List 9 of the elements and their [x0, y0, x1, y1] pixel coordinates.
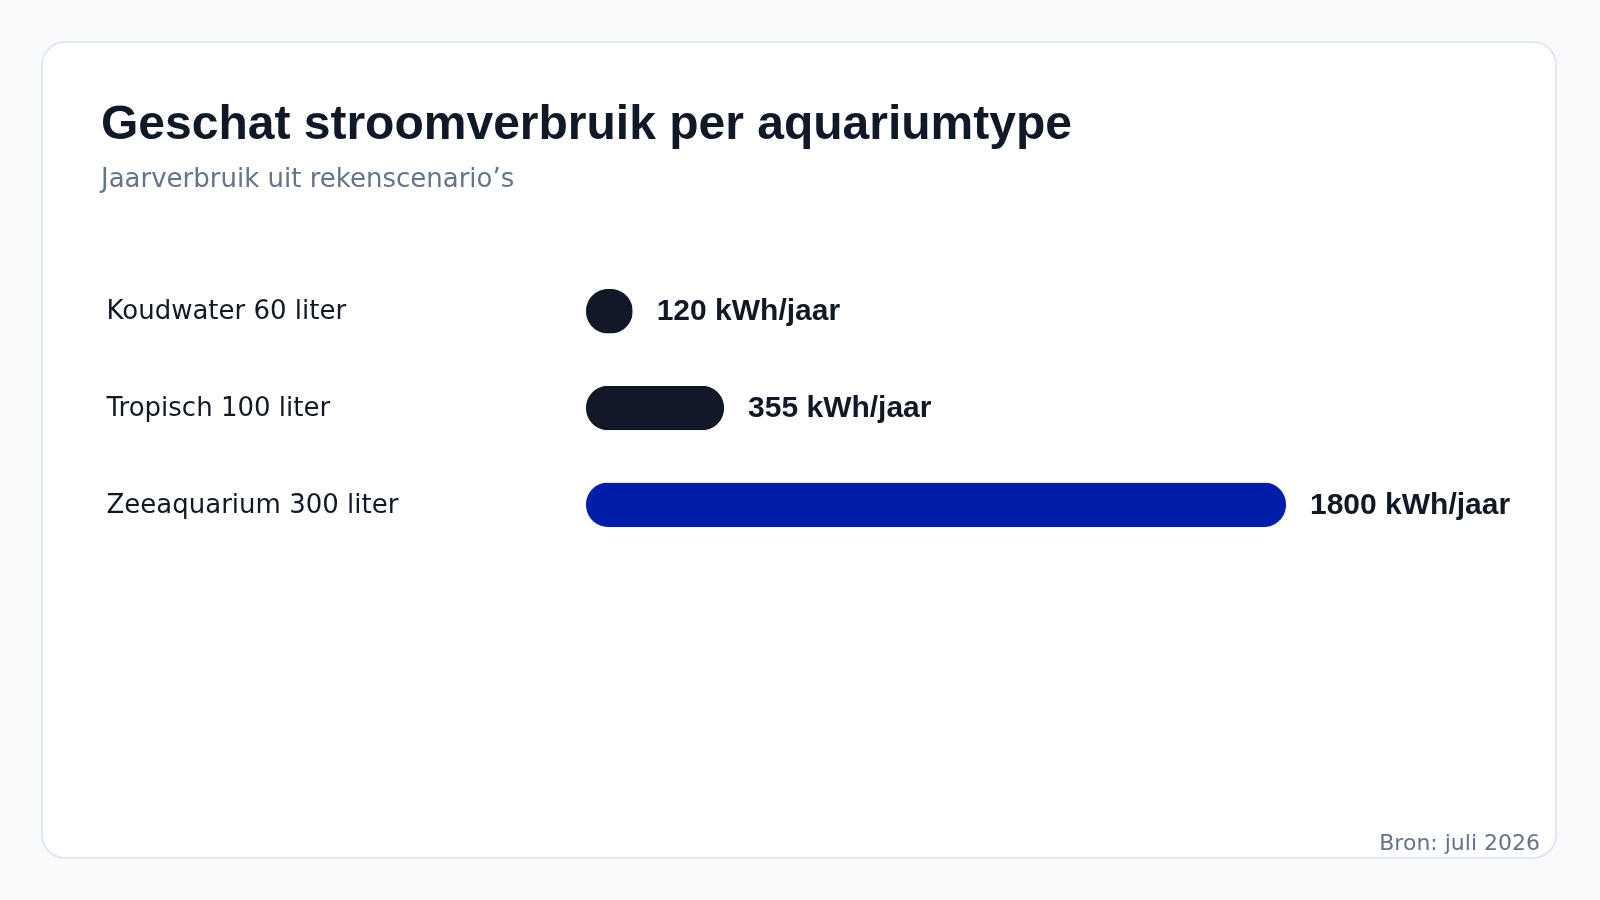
data-label: 120 kWh/jaar [656, 293, 841, 327]
data-label: 355 kWh/jaar [748, 390, 932, 423]
text: Bron: juli 2026 [1379, 830, 1540, 855]
y-tick-label: Koudwater 60 liter [106, 295, 347, 326]
text: Jaarverbruik uit rekenscenario’s [101, 163, 515, 193]
y-tick-label: Zeeaquarium 300 liter [106, 488, 399, 519]
chart-title: Geschat stroomverbruik per aquariumtype [101, 95, 1072, 150]
data-label: 1800 kWh/jaar [1310, 486, 1511, 520]
y-tick-label: Tropisch 100 liter [105, 392, 331, 422]
